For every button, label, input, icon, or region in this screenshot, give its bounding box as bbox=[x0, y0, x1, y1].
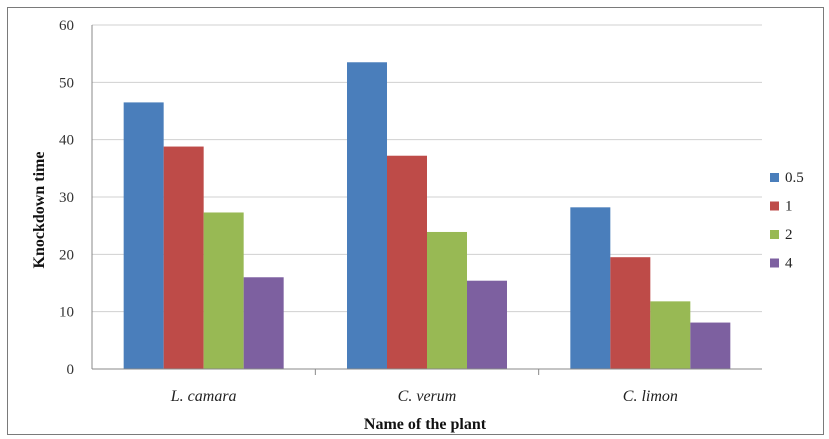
bar-1-1 bbox=[387, 155, 427, 369]
x-category-label: C. verum bbox=[398, 388, 457, 405]
y-tick-label: 0 bbox=[67, 362, 75, 378]
legend: 0.5 1 2 4 bbox=[770, 170, 804, 272]
legend-swatch bbox=[770, 201, 779, 211]
y-tick-label: 10 bbox=[59, 305, 74, 321]
y-tick-label: 40 bbox=[59, 133, 74, 149]
bar-2-1 bbox=[427, 231, 467, 369]
bar-0_5-1 bbox=[347, 62, 387, 370]
legend-label: 0.5 bbox=[785, 170, 804, 186]
y-tick-label: 60 bbox=[59, 18, 74, 34]
bar-1-0 bbox=[163, 146, 204, 369]
axes bbox=[91, 25, 762, 375]
legend-label: 1 bbox=[785, 199, 793, 215]
y-tick-labels: 0 10 20 30 40 50 60 bbox=[59, 18, 74, 378]
y-axis-title: Knockdown time bbox=[31, 152, 48, 269]
bar-0_5-2 bbox=[570, 207, 611, 369]
bar-2-0 bbox=[203, 212, 244, 369]
x-category-labels: L. camara C. verum C. limon bbox=[170, 388, 678, 405]
y-tick-label: 50 bbox=[59, 75, 74, 91]
bar-4-2 bbox=[690, 322, 731, 369]
legend-swatch bbox=[770, 173, 779, 182]
legend-label: 2 bbox=[785, 227, 793, 243]
bar-1-2 bbox=[610, 257, 651, 369]
x-axis-title: Name of the plant bbox=[364, 416, 487, 433]
legend-swatch bbox=[770, 258, 779, 268]
bar-2-2 bbox=[650, 301, 691, 369]
bar-0_5-0 bbox=[123, 102, 164, 370]
x-category-label: C. limon bbox=[623, 388, 678, 405]
bar-4-0 bbox=[243, 277, 284, 369]
bar-4-1 bbox=[467, 280, 507, 369]
x-category-label: L. camara bbox=[170, 388, 237, 405]
y-tick-label: 20 bbox=[59, 247, 74, 263]
legend-swatch bbox=[770, 230, 779, 239]
bars bbox=[123, 62, 731, 370]
legend-label: 4 bbox=[785, 256, 793, 272]
y-tick-label: 30 bbox=[59, 190, 74, 206]
